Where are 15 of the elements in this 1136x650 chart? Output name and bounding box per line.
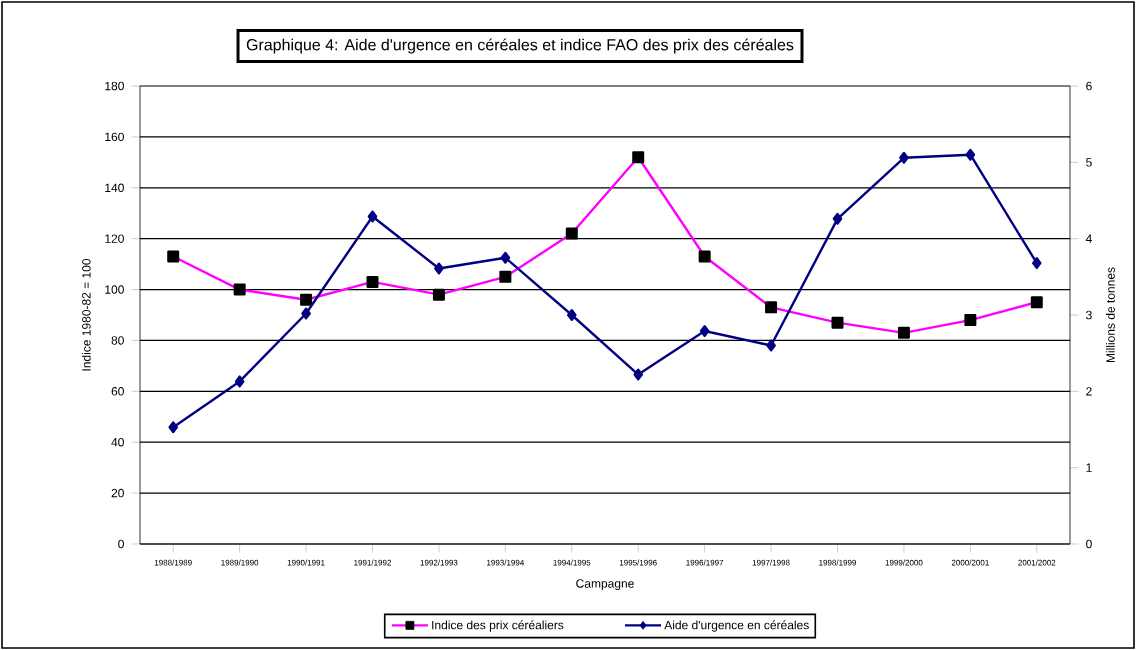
point: [832, 212, 843, 225]
point: [168, 421, 179, 434]
point: [566, 309, 577, 322]
point: [301, 307, 311, 320]
point: [500, 251, 511, 264]
point: [234, 375, 245, 388]
chart-title: Graphique 4: Aide d'urgence en céréales et indice FAO des prix des céréales: [246, 38, 794, 54]
point: [965, 148, 976, 161]
point: [766, 339, 776, 352]
point: [699, 325, 710, 338]
point: [633, 368, 644, 381]
point: [367, 210, 378, 223]
point: [1031, 257, 1042, 270]
point: [434, 262, 444, 275]
point: [899, 151, 909, 164]
